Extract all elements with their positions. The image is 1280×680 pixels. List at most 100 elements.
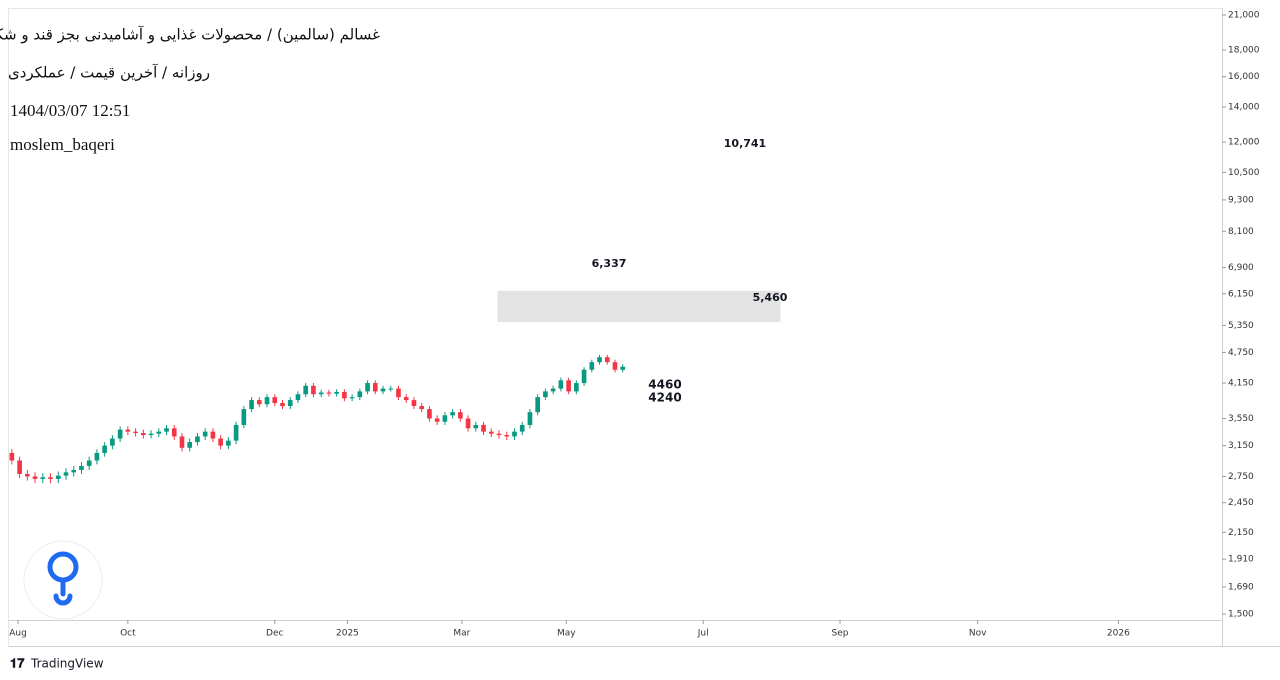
y-tick-label: 4,150 <box>1228 379 1254 389</box>
candle-body <box>318 392 324 395</box>
candle-body <box>79 465 84 470</box>
y-tick-label: 1,910 <box>1228 555 1254 565</box>
candle-body <box>71 469 77 473</box>
candle-body <box>465 418 471 429</box>
x-tick-label: Aug <box>9 629 27 639</box>
y-tick-label: 12,000 <box>1228 138 1260 148</box>
candle-body <box>458 412 463 419</box>
candle-body <box>543 391 548 398</box>
candle-body <box>396 388 401 398</box>
candle-body <box>156 431 162 434</box>
candle-body <box>32 476 38 479</box>
candle-body <box>94 452 100 461</box>
candle-body <box>295 394 301 401</box>
y-tick-label: 1,500 <box>1228 610 1254 620</box>
candle-body <box>102 445 107 453</box>
candle-body <box>380 388 386 392</box>
candle-body <box>226 440 231 446</box>
y-tick-label: 14,000 <box>1228 103 1260 113</box>
candle-body <box>63 472 69 476</box>
x-tick-label: 2025 <box>336 629 359 639</box>
y-tick-label: 8,100 <box>1228 227 1254 237</box>
x-tick-label: Sep <box>832 629 849 639</box>
candle-body <box>241 409 247 425</box>
logo <box>23 540 103 620</box>
candle-body <box>566 380 571 392</box>
candle-body <box>620 366 626 370</box>
y-tick-label: 4,750 <box>1228 348 1254 358</box>
candle-body <box>86 460 92 466</box>
candle-body <box>249 400 254 410</box>
candle-body <box>527 412 533 425</box>
candle-body <box>25 473 30 477</box>
candle-body <box>365 383 370 392</box>
candle-body <box>388 388 394 390</box>
plot-area <box>9 290 781 484</box>
brand-icon: 𝟏𝟕 <box>10 657 25 672</box>
y-tick-label: 3,150 <box>1228 441 1254 451</box>
candle-body <box>40 477 46 479</box>
y-tick-label: 1,690 <box>1228 582 1254 592</box>
candle-body <box>349 397 355 399</box>
candle-body <box>442 415 448 422</box>
candle-body <box>195 436 200 443</box>
candle-body <box>256 400 262 405</box>
x-tick-label: Jul <box>697 629 709 639</box>
y-tick-label: 9,300 <box>1228 195 1254 205</box>
candle-body <box>550 388 556 392</box>
y-tick-label: 10,500 <box>1228 168 1260 178</box>
candle-body <box>574 383 579 392</box>
candle-body <box>140 433 146 436</box>
candle-body <box>110 438 115 446</box>
candle-body <box>9 452 15 461</box>
candle-body <box>434 418 440 422</box>
candle-body <box>326 392 332 394</box>
x-tick-label: Dec <box>266 629 283 639</box>
candle-body <box>303 385 309 395</box>
candle-body <box>342 391 347 399</box>
x-tick-label: Oct <box>120 629 136 639</box>
x-tick-label: 2026 <box>1107 629 1130 639</box>
candle-body <box>403 397 409 401</box>
y-tick-label: 5,350 <box>1228 321 1254 331</box>
candle-body <box>280 403 285 407</box>
candle-body <box>55 475 61 479</box>
y-tick-label: 6,900 <box>1228 263 1254 273</box>
candle-body <box>504 435 510 437</box>
candle-body <box>427 409 432 419</box>
y-tick-label: 3,550 <box>1228 414 1254 424</box>
candle-body <box>133 431 138 434</box>
candle-body <box>272 397 278 404</box>
candle-body <box>334 391 339 394</box>
candle-body <box>372 383 378 392</box>
candle-body <box>512 431 517 437</box>
candle-body <box>264 397 270 405</box>
candle-body <box>597 357 602 363</box>
candle-body <box>473 424 479 429</box>
candle-body <box>164 428 169 432</box>
y-tick-label: 2,150 <box>1228 528 1254 538</box>
price-zone <box>497 290 781 323</box>
candle-body <box>171 428 177 437</box>
candle-body <box>287 400 293 407</box>
author-label: moslem_baqeri <box>10 135 115 154</box>
x-tick-label: Nov <box>969 629 987 639</box>
candle-body <box>148 433 154 436</box>
candle-body <box>589 362 595 370</box>
y-tick-label: 16,000 <box>1228 72 1260 82</box>
candle-body <box>311 385 316 395</box>
candle-body <box>202 431 208 437</box>
candle-body <box>581 369 587 384</box>
brand-name: TradingView <box>30 657 104 671</box>
x-tick-label: Mar <box>453 629 470 639</box>
y-tick-label: 21,000 <box>1228 11 1260 21</box>
annotation: 4460 <box>648 378 681 392</box>
candle-body <box>496 433 502 436</box>
candle-body <box>450 412 455 416</box>
candle-body <box>17 460 22 474</box>
candle-body <box>535 397 540 413</box>
y-tick-label: 18,000 <box>1228 46 1260 56</box>
candle-body <box>519 424 525 432</box>
